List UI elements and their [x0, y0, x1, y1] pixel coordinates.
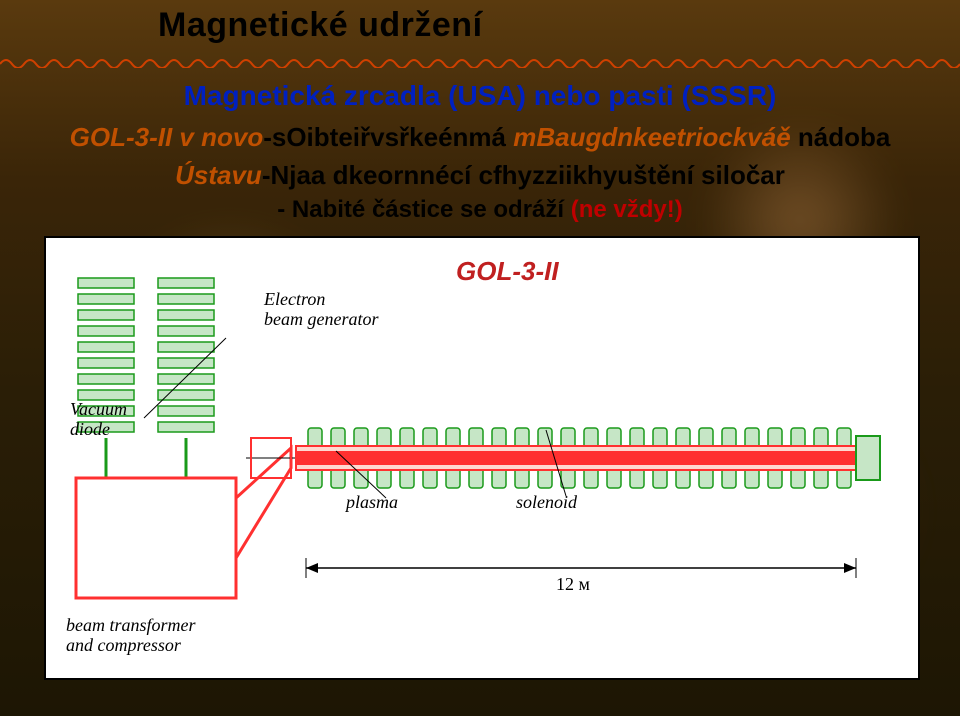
bullet3-text: - Nabité částice se odráží	[277, 196, 570, 223]
wave-divider	[0, 54, 960, 68]
subtitle: Magnetická zrcadla (USA) nebo pasti (SSS…	[0, 80, 960, 112]
bullet3-red: (ne vždy!)	[571, 196, 683, 223]
label-electron-gen: Electronbeam generator	[264, 290, 378, 330]
line1-seg1: GOL-3-II v novo	[70, 122, 264, 152]
label-beam-transformer: beam transformerand compressor	[66, 616, 196, 656]
page-title: Magnetické udržení	[158, 6, 483, 45]
line2-seg3: tění siločar	[648, 160, 785, 190]
diagram-panel: GOL-3-II	[44, 236, 920, 680]
dim-arrow-right	[844, 563, 856, 573]
line2-seg1: Ústavu	[175, 160, 262, 190]
transformer-box	[76, 478, 236, 598]
line1-seg4: nádoba	[791, 122, 891, 152]
overlay-line-1: GOL-3-II v novo-sOibteiřvsřkeénmá mBaugd…	[0, 122, 960, 153]
label-length: 12 м	[556, 574, 590, 595]
electron-beam-generator	[78, 278, 214, 478]
line2-seg2: -Njaa dkeornnécí cfhyzziikhyuš	[262, 160, 648, 190]
diagram-svg: GOL-3-II	[46, 238, 918, 678]
overlay-line-2: Ústavu-Njaa dkeornnécí cfhyzziikhyuštění…	[0, 160, 960, 191]
end-plug	[856, 436, 880, 480]
slide-root: Magnetické udržení Magnetická zrcadla (U…	[0, 0, 960, 716]
label-solenoid: solenoid	[516, 492, 577, 513]
plasma-tube-inner	[296, 451, 856, 465]
compressor-funnel	[236, 448, 291, 558]
line1-seg2: -sOibteiřvsřkeénmá	[263, 122, 513, 152]
label-vacuum-diode: Vacuumdiode	[70, 400, 127, 440]
line1-seg3: mBaugdnkeetriockváě	[513, 122, 790, 152]
diagram-title: GOL-3-II	[456, 256, 559, 286]
bullet-line-3: - Nabité částice se odráží (ne vždy!)	[0, 196, 960, 224]
label-plasma: plasma	[346, 492, 398, 513]
dim-arrow-left	[306, 563, 318, 573]
